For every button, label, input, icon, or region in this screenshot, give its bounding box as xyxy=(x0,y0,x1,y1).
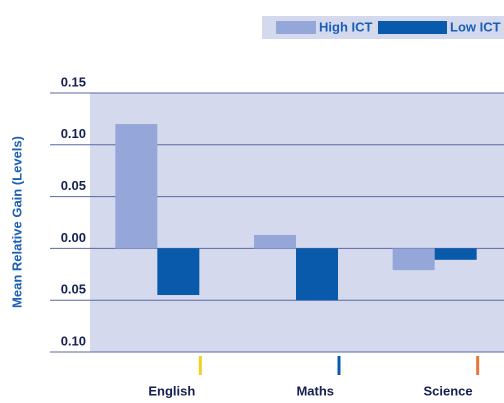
x-tick-label: Science xyxy=(424,383,473,398)
x-tick-label: Maths xyxy=(296,383,334,398)
y-tick-label: 0.10 xyxy=(61,333,86,348)
x-tick-label: English xyxy=(148,383,195,398)
y-axis-title: Mean Relative Gain (Levels) xyxy=(9,136,24,308)
legend-label: High ICT xyxy=(319,19,372,34)
bar xyxy=(392,248,435,271)
y-tick-label: 0.05 xyxy=(61,178,86,193)
legend-label: Low ICT xyxy=(450,19,501,34)
y-tick-label: 0.00 xyxy=(61,230,86,245)
legend-swatch xyxy=(378,21,447,34)
y-tick-label: 0.05 xyxy=(61,282,86,297)
plot-background xyxy=(90,93,504,352)
y-tick-label: 0.15 xyxy=(61,74,86,89)
y-tick-label: 0.10 xyxy=(61,126,86,141)
legend-swatch xyxy=(276,21,316,34)
bar xyxy=(157,248,200,296)
bar xyxy=(296,248,338,301)
bar xyxy=(254,234,296,249)
bar xyxy=(115,124,158,249)
bar xyxy=(434,248,477,260)
